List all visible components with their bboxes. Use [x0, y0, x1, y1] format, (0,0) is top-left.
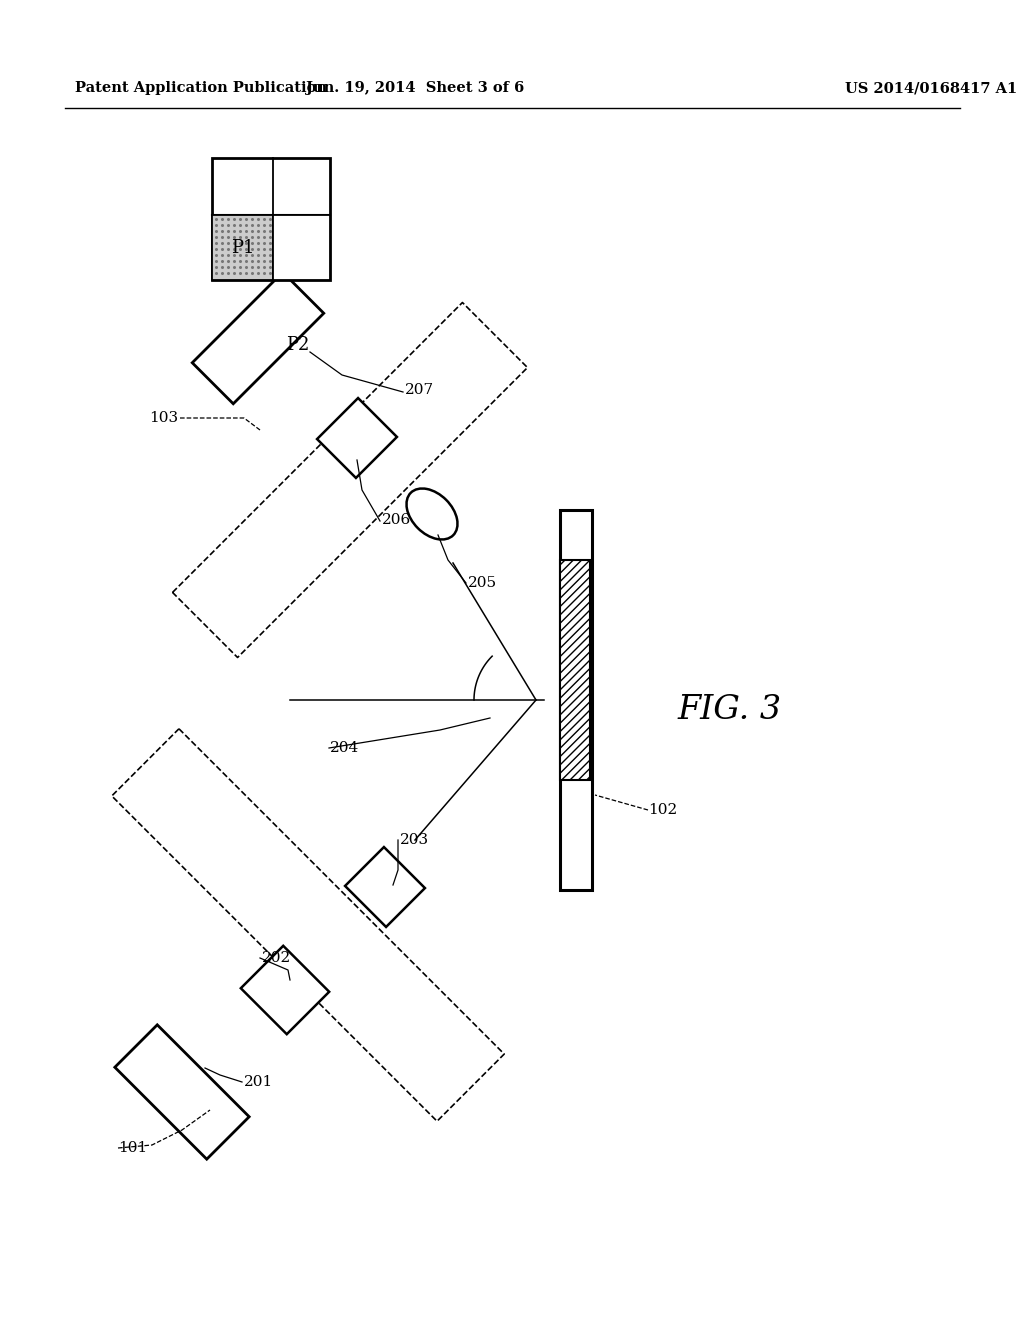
- Text: US 2014/0168417 A1: US 2014/0168417 A1: [845, 81, 1017, 95]
- Polygon shape: [241, 946, 329, 1034]
- Text: 206: 206: [382, 513, 412, 527]
- Bar: [212, 215, 273, 280]
- Text: Patent Application Publication: Patent Application Publication: [75, 81, 327, 95]
- Polygon shape: [560, 560, 590, 780]
- Polygon shape: [115, 1024, 249, 1159]
- Text: 207: 207: [406, 383, 434, 397]
- Bar: [273, 215, 330, 280]
- Text: FIG. 3: FIG. 3: [678, 694, 782, 726]
- Text: 103: 103: [148, 411, 178, 425]
- Text: 205: 205: [468, 576, 497, 590]
- Text: 101: 101: [118, 1140, 147, 1155]
- Polygon shape: [560, 510, 592, 890]
- Polygon shape: [193, 272, 324, 404]
- Bar: [212, 215, 273, 280]
- Polygon shape: [317, 399, 397, 478]
- Text: Jun. 19, 2014  Sheet 3 of 6: Jun. 19, 2014 Sheet 3 of 6: [306, 81, 524, 95]
- Text: 204: 204: [330, 741, 359, 755]
- Bar: [212, 158, 330, 280]
- Polygon shape: [345, 847, 425, 927]
- Text: P2: P2: [287, 335, 310, 354]
- Text: 202: 202: [262, 950, 291, 965]
- Text: 201: 201: [244, 1074, 273, 1089]
- Ellipse shape: [407, 488, 458, 540]
- Text: 203: 203: [400, 833, 429, 847]
- Text: P1: P1: [231, 239, 254, 256]
- Text: 102: 102: [648, 803, 677, 817]
